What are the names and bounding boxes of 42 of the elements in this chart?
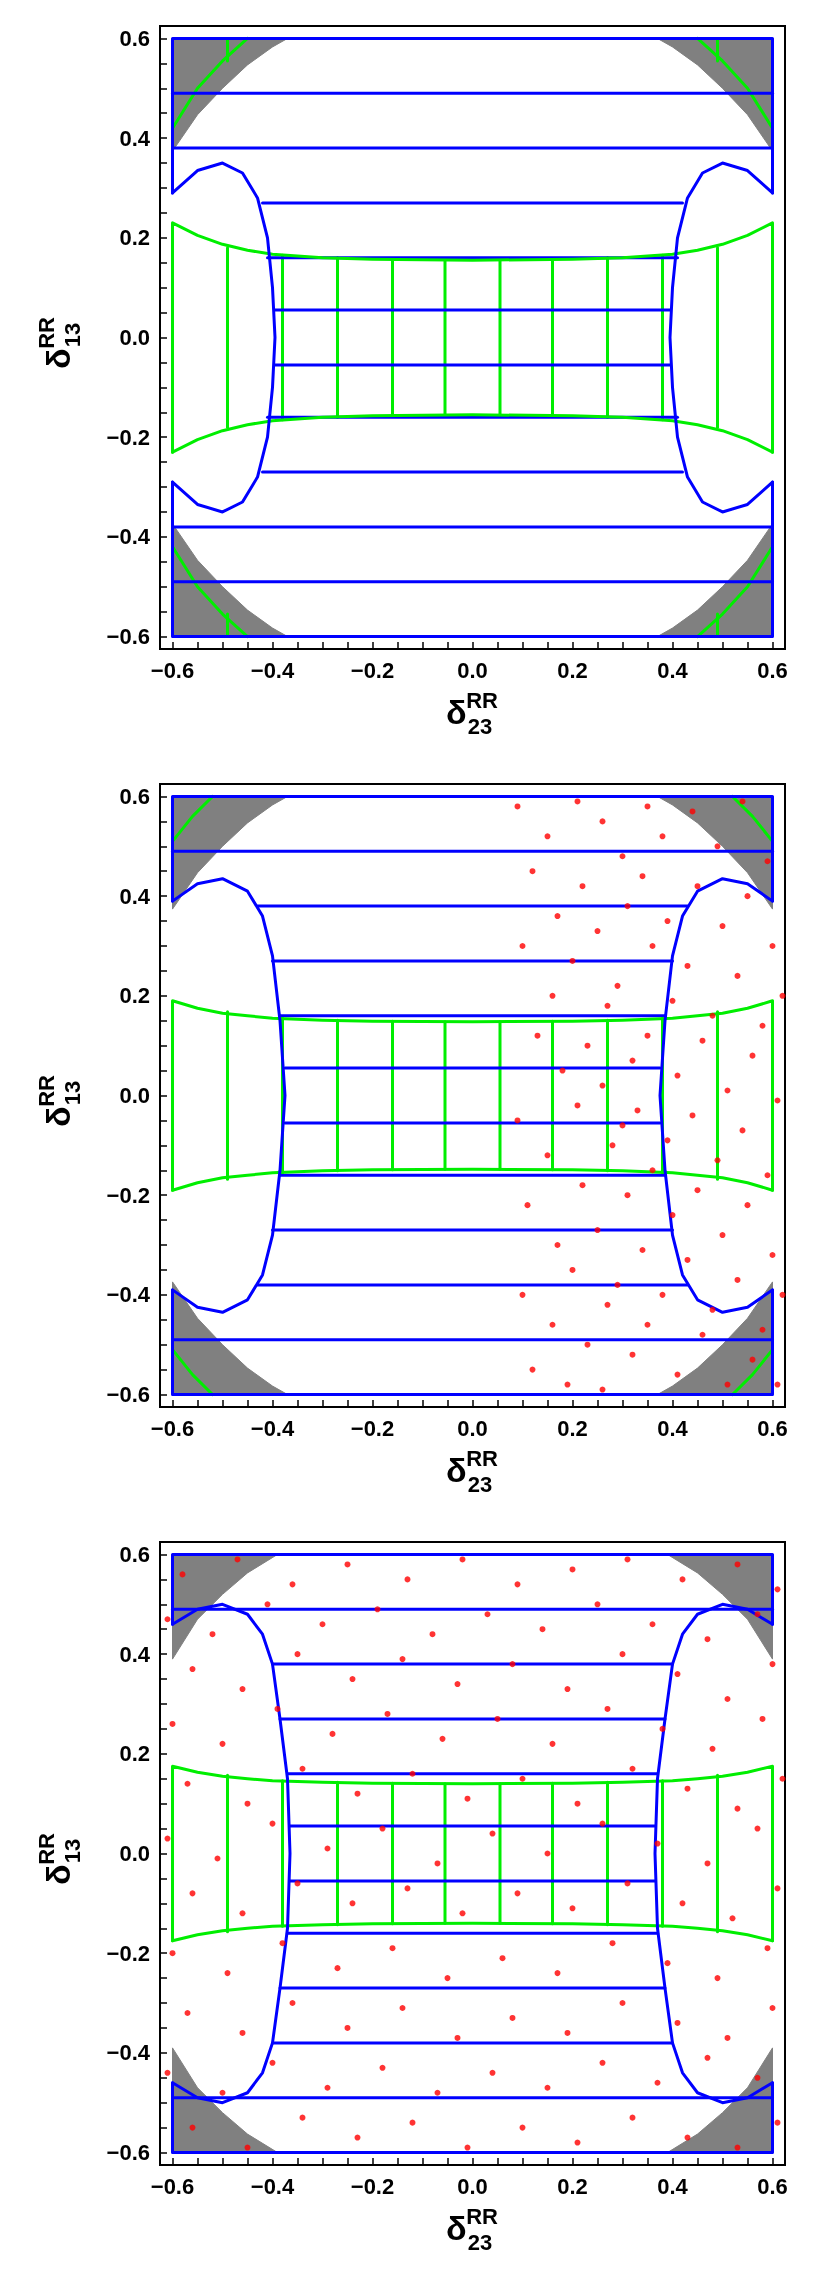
x-tick-label: −0.2: [350, 1415, 395, 1441]
y-tick-label: 0.4: [119, 883, 151, 909]
y-tick-label: −0.4: [106, 2040, 151, 2066]
x-tick-label: 0.2: [557, 2173, 588, 2199]
y-tick-label: 0.6: [119, 783, 150, 809]
x-tick-label: 0.4: [657, 2173, 689, 2199]
y-tick-label: 0.4: [119, 1641, 151, 1667]
x-tick-label: 0.2: [557, 657, 588, 683]
x-tick-label: −0.6: [150, 1415, 195, 1441]
y-tick-label: 0.2: [119, 1741, 150, 1767]
y-tick-label: −0.6: [106, 2140, 150, 2166]
y-tick-label: −0.4: [106, 1282, 151, 1308]
x-tick-label: 0.4: [657, 1415, 689, 1441]
x-tick-label: 0.4: [657, 657, 689, 683]
y-tick-label: 0.6: [119, 1541, 150, 1567]
y-tick-label: −0.2: [106, 1182, 150, 1208]
y-tick-label: 0.2: [119, 225, 150, 251]
x-tick-label: 0.6: [757, 1415, 788, 1441]
x-tick-label: −0.2: [350, 2173, 395, 2199]
x-tick-label: 0.0: [457, 2173, 488, 2199]
y-tick-label: −0.4: [106, 524, 151, 550]
y-tick-label: 0.0: [119, 325, 150, 350]
x-tick-label: 0.6: [757, 2173, 788, 2199]
x-tick-label: 0.6: [757, 657, 788, 683]
x-tick-label: −0.6: [150, 2173, 195, 2199]
y-tick-label: −0.2: [106, 424, 150, 450]
y-tick-label: 0.0: [119, 1841, 150, 1866]
x-tick-label: 0.0: [457, 657, 488, 683]
y-tick-label: 0.2: [119, 983, 150, 1009]
x-tick-label: −0.4: [250, 1415, 295, 1441]
y-tick-label: −0.6: [106, 1382, 150, 1408]
y-tick-label: 0.6: [119, 25, 150, 51]
x-tick-label: 0.0: [457, 1415, 488, 1441]
y-tick-label: 0.0: [119, 1083, 150, 1108]
y-tick-label: −0.6: [106, 624, 150, 650]
x-tick-label: −0.4: [250, 2173, 295, 2199]
x-tick-label: −0.4: [250, 657, 295, 683]
x-tick-label: −0.6: [150, 657, 195, 683]
x-tick-label: −0.2: [350, 657, 395, 683]
y-tick-label: −0.2: [106, 1940, 150, 1966]
x-tick-label: 0.2: [557, 1415, 588, 1441]
y-tick-label: 0.4: [119, 125, 151, 151]
